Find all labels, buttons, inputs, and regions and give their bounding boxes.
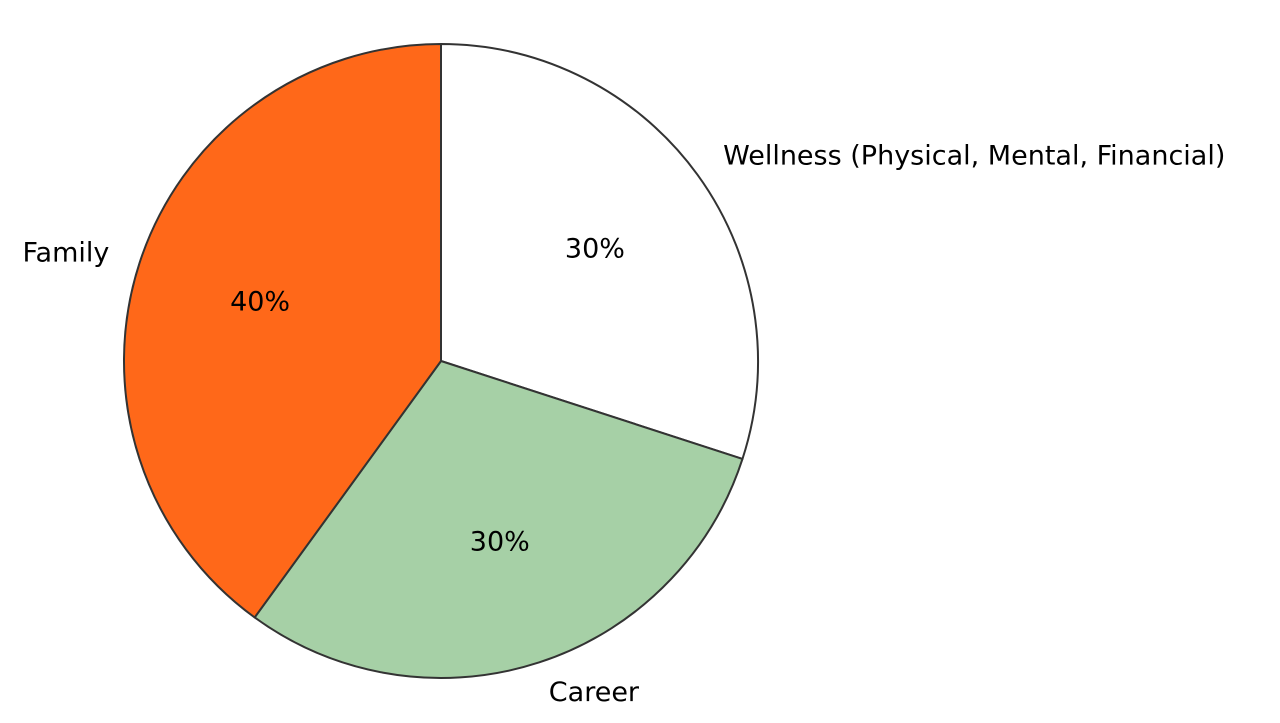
pie-category-label: Family (23, 238, 110, 269)
pie-percent-label: 30% (565, 234, 625, 265)
pie-slice-family (123, 43, 442, 619)
pie-slice-wellness (440, 43, 759, 460)
pie-percent-label: 40% (230, 287, 290, 318)
pie-slice-career (253, 360, 744, 679)
pie-labels: 30% Wellness (Physical, Mental, Financial… (23, 141, 1226, 709)
pie-slices (123, 43, 759, 679)
pie-category-label: Career (549, 677, 640, 708)
pie-percent-label: 30% (470, 526, 530, 557)
pie-category-label: Wellness (Physical, Mental, Financial) (723, 141, 1225, 172)
